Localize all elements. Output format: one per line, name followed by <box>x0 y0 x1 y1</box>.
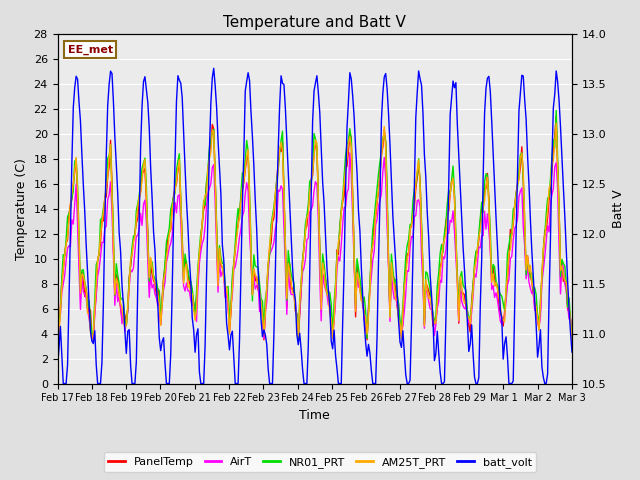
Y-axis label: Temperature (C): Temperature (C) <box>15 158 28 260</box>
X-axis label: Time: Time <box>300 409 330 422</box>
Y-axis label: Batt V: Batt V <box>612 190 625 228</box>
Legend: PanelTemp, AirT, NR01_PRT, AM25T_PRT, batt_volt: PanelTemp, AirT, NR01_PRT, AM25T_PRT, ba… <box>104 452 536 472</box>
Title: Temperature and Batt V: Temperature and Batt V <box>223 15 406 30</box>
Text: EE_met: EE_met <box>68 45 113 55</box>
